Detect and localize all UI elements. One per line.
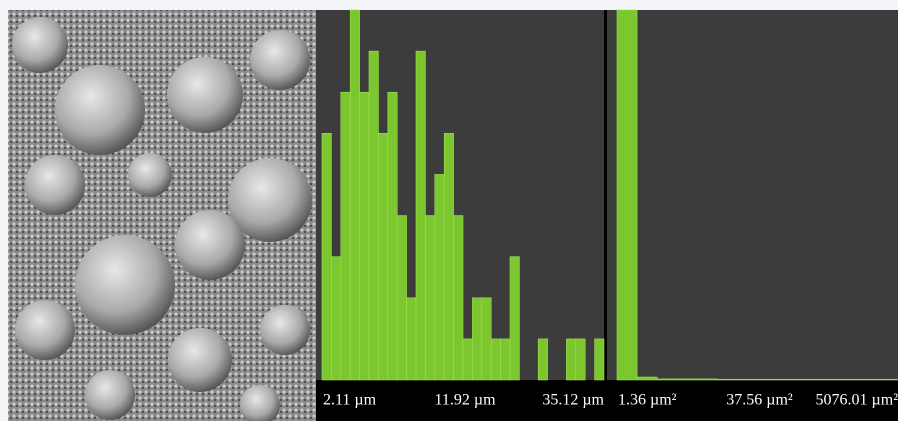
- bar: [637, 377, 657, 380]
- bar: [566, 339, 575, 380]
- x-label: 2.11 µm: [323, 392, 377, 409]
- x-label: 5076.01 µm²: [816, 392, 898, 409]
- bar: [595, 339, 604, 380]
- bar: [858, 379, 878, 380]
- bar: [717, 379, 737, 380]
- bar: [331, 257, 340, 380]
- bar: [472, 298, 481, 380]
- bar: [778, 379, 798, 380]
- bar: [454, 216, 463, 380]
- bar: [444, 133, 453, 380]
- bar: [878, 379, 898, 380]
- bar: [758, 379, 778, 380]
- bar: [416, 51, 425, 380]
- bar: [369, 51, 378, 380]
- bar: [491, 339, 500, 380]
- bar: [350, 10, 359, 380]
- bar: [482, 298, 491, 380]
- bar: [341, 92, 350, 380]
- bar: [697, 379, 717, 380]
- x-label: 37.56 µm²: [726, 392, 793, 409]
- bar: [463, 339, 472, 380]
- bar: [838, 379, 858, 380]
- bar: [576, 339, 585, 380]
- bar: [657, 379, 677, 380]
- bar: [378, 133, 387, 380]
- bar: [435, 174, 444, 380]
- bar: [818, 379, 838, 380]
- bar: [617, 10, 637, 380]
- bar: [397, 216, 406, 380]
- bar: [501, 339, 510, 380]
- divider: [604, 10, 607, 421]
- bar: [425, 216, 434, 380]
- screen: 2.11 µm 11.92 µm 35.12 µm 1.36 µm² 37.56 µm²…: [0, 0, 898, 421]
- bar: [360, 92, 369, 380]
- x-label: 35.12 µm: [542, 392, 604, 409]
- bar: [407, 298, 416, 380]
- bar: [538, 339, 547, 380]
- bar: [322, 133, 331, 380]
- sem-image: [8, 10, 316, 421]
- bar: [510, 257, 519, 380]
- plot-area: [607, 10, 898, 380]
- bar: [677, 379, 697, 380]
- bar: [388, 92, 397, 380]
- bar: [798, 379, 818, 380]
- bar: [737, 379, 757, 380]
- x-label: 11.92 µm: [434, 392, 496, 409]
- x-label: 1.36 µm²: [618, 392, 677, 409]
